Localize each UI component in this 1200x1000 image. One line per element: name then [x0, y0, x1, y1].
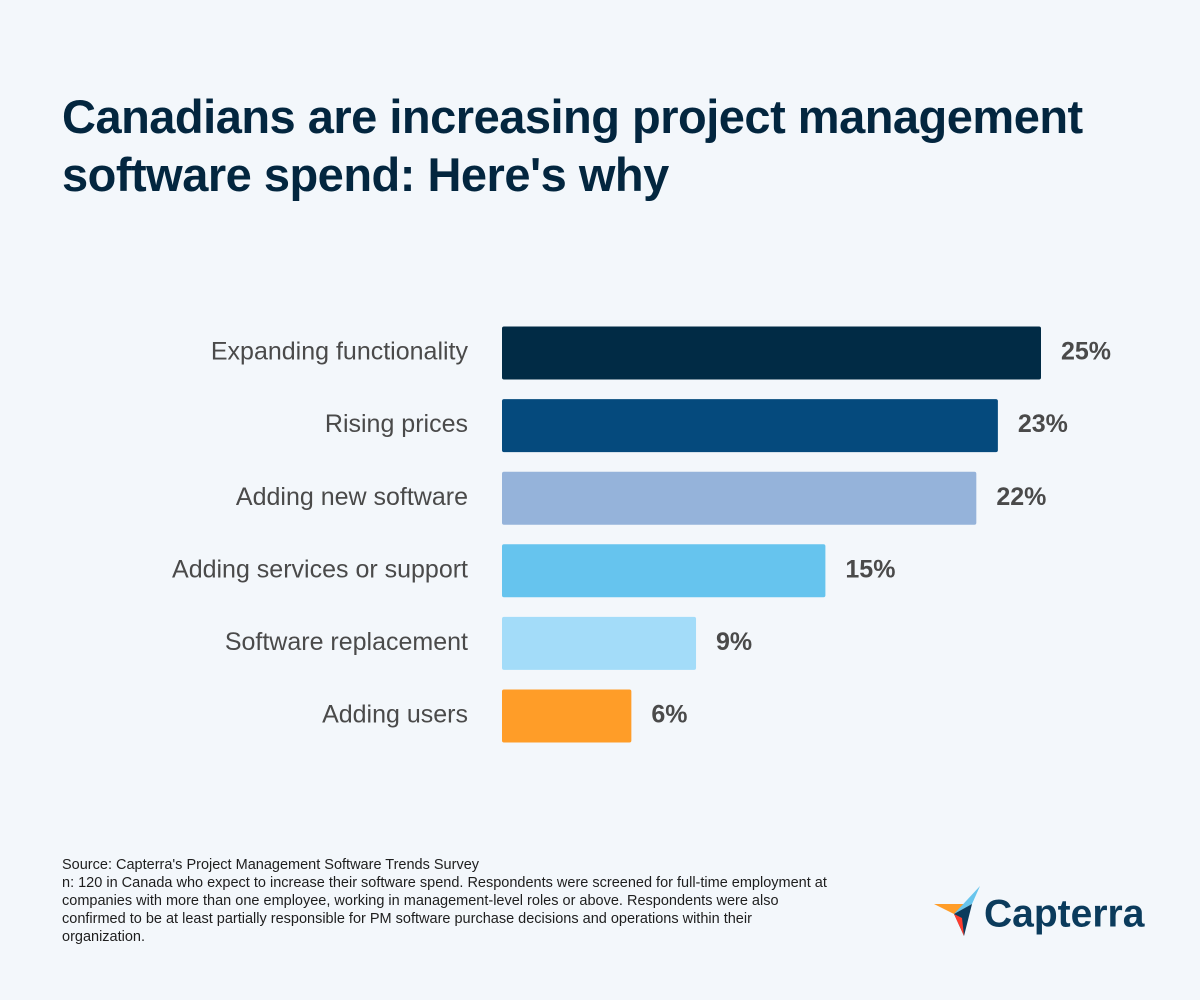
value-label: 6%	[651, 701, 687, 729]
bar	[502, 616, 697, 670]
footnote: Source: Capterra's Project Management So…	[62, 856, 832, 946]
source: Source: Capterra's Project Management So…	[62, 857, 480, 873]
bar	[502, 399, 998, 453]
category-label: Adding new software	[236, 483, 468, 511]
value-label: 22%	[996, 483, 1046, 511]
logo: Capterra	[934, 886, 1145, 936]
category-label: Rising prices	[325, 410, 468, 438]
category-label: Software replacement	[225, 628, 468, 656]
bar	[502, 471, 977, 525]
value-label: 15%	[845, 555, 895, 583]
bar	[502, 689, 632, 743]
value-label: 23%	[1018, 410, 1068, 438]
logo-mark	[954, 904, 972, 936]
value-label: 25%	[1061, 338, 1111, 366]
logo-mark	[954, 914, 964, 936]
logo-mark	[954, 886, 980, 914]
chart-title: Canadians are increasing project managem…	[62, 90, 1083, 201]
logo-text: Capterra	[984, 892, 1145, 935]
category-label: Adding services or support	[172, 555, 468, 583]
bar	[502, 544, 826, 598]
bar	[502, 326, 1041, 380]
category-label: Adding users	[322, 701, 468, 729]
category-label: Expanding functionality	[211, 338, 469, 366]
value-label: 9%	[716, 628, 752, 656]
note: n: 120 in Canada who expect to increase …	[62, 875, 827, 945]
chart: Expanding functionality 25% Rising prices 2…	[172, 326, 1111, 743]
